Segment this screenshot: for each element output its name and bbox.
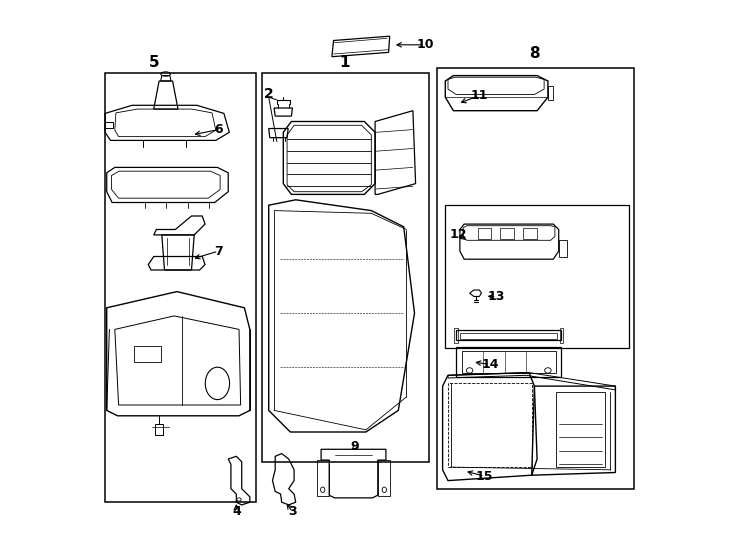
Text: 10: 10 xyxy=(417,38,434,51)
Text: 7: 7 xyxy=(214,245,223,258)
Text: 12: 12 xyxy=(450,228,468,241)
Text: 15: 15 xyxy=(476,470,493,483)
Text: 1: 1 xyxy=(339,55,349,70)
Text: 8: 8 xyxy=(529,46,539,62)
Text: 5: 5 xyxy=(148,55,159,70)
Bar xyxy=(446,205,629,348)
Bar xyxy=(262,73,429,462)
Text: 9: 9 xyxy=(351,440,360,453)
Text: 13: 13 xyxy=(488,291,505,303)
Text: 14: 14 xyxy=(482,358,499,371)
Text: 3: 3 xyxy=(288,505,297,518)
Text: 11: 11 xyxy=(470,89,488,102)
Bar xyxy=(437,68,634,489)
Text: 4: 4 xyxy=(232,505,241,518)
Text: 6: 6 xyxy=(214,123,223,136)
Bar xyxy=(105,73,256,502)
Text: 2: 2 xyxy=(264,87,274,102)
